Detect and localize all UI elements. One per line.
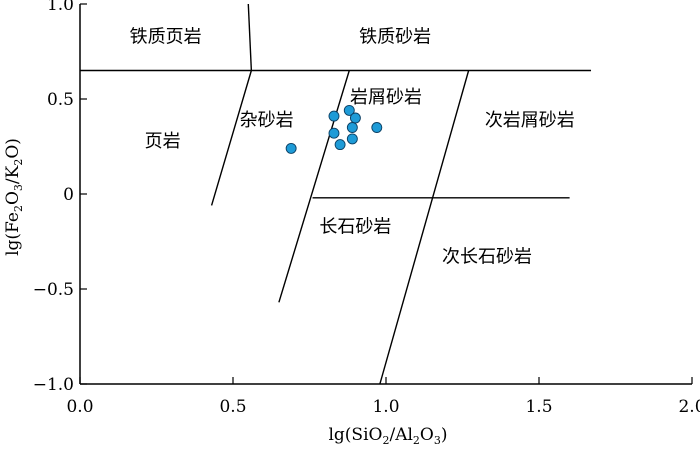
y-tick-label: −0.5 bbox=[33, 280, 74, 300]
x-axis-title: lg(SiO2/Al2O3) bbox=[328, 425, 447, 447]
boundary-line bbox=[247, 3, 253, 71]
region-label: 岩屑砂岩 bbox=[350, 87, 422, 108]
data-points bbox=[285, 104, 383, 154]
region-label: 长石砂岩 bbox=[319, 216, 391, 237]
x-tick-label: 1.0 bbox=[372, 397, 399, 417]
data-point bbox=[346, 133, 358, 145]
data-point bbox=[349, 112, 361, 124]
x-tick-label: 0.0 bbox=[66, 397, 93, 417]
boundary-line bbox=[379, 70, 470, 385]
region-label: 次岩屑砂岩 bbox=[485, 110, 575, 131]
y-axis-title: lg(Fe2O3/K2O) bbox=[3, 138, 25, 256]
region-label: 次长石砂岩 bbox=[442, 247, 532, 268]
data-point bbox=[346, 122, 358, 133]
y-tick-label: 0.5 bbox=[47, 90, 74, 110]
region-label: 杂砂岩 bbox=[240, 110, 294, 131]
region-label: 页岩 bbox=[145, 131, 181, 152]
region-label: 铁质砂岩 bbox=[359, 26, 431, 47]
x-tick-label: 0.5 bbox=[219, 397, 246, 417]
boundary-line bbox=[210, 70, 253, 206]
x-tick-label: 1.5 bbox=[525, 397, 552, 417]
boundary-line bbox=[278, 70, 350, 303]
axes bbox=[79, 3, 693, 385]
data-point bbox=[343, 104, 355, 116]
y-tick-label: 0 bbox=[63, 185, 74, 205]
tick-labels: 0.0 0.5 1.0 1.5 2.0 1.0 0.5 0 −0.5 −1.0 bbox=[33, 0, 700, 417]
data-point bbox=[334, 139, 346, 151]
data-point bbox=[285, 142, 297, 154]
y-tick-label: 1.0 bbox=[47, 0, 74, 15]
x-tick-label: 2.0 bbox=[678, 397, 700, 417]
data-point bbox=[371, 122, 383, 133]
region-boundaries bbox=[80, 3, 592, 385]
data-point bbox=[328, 127, 340, 139]
y-tick-label: −1.0 bbox=[33, 375, 74, 395]
region-label: 铁质页岩 bbox=[130, 26, 202, 47]
data-point bbox=[328, 110, 340, 122]
